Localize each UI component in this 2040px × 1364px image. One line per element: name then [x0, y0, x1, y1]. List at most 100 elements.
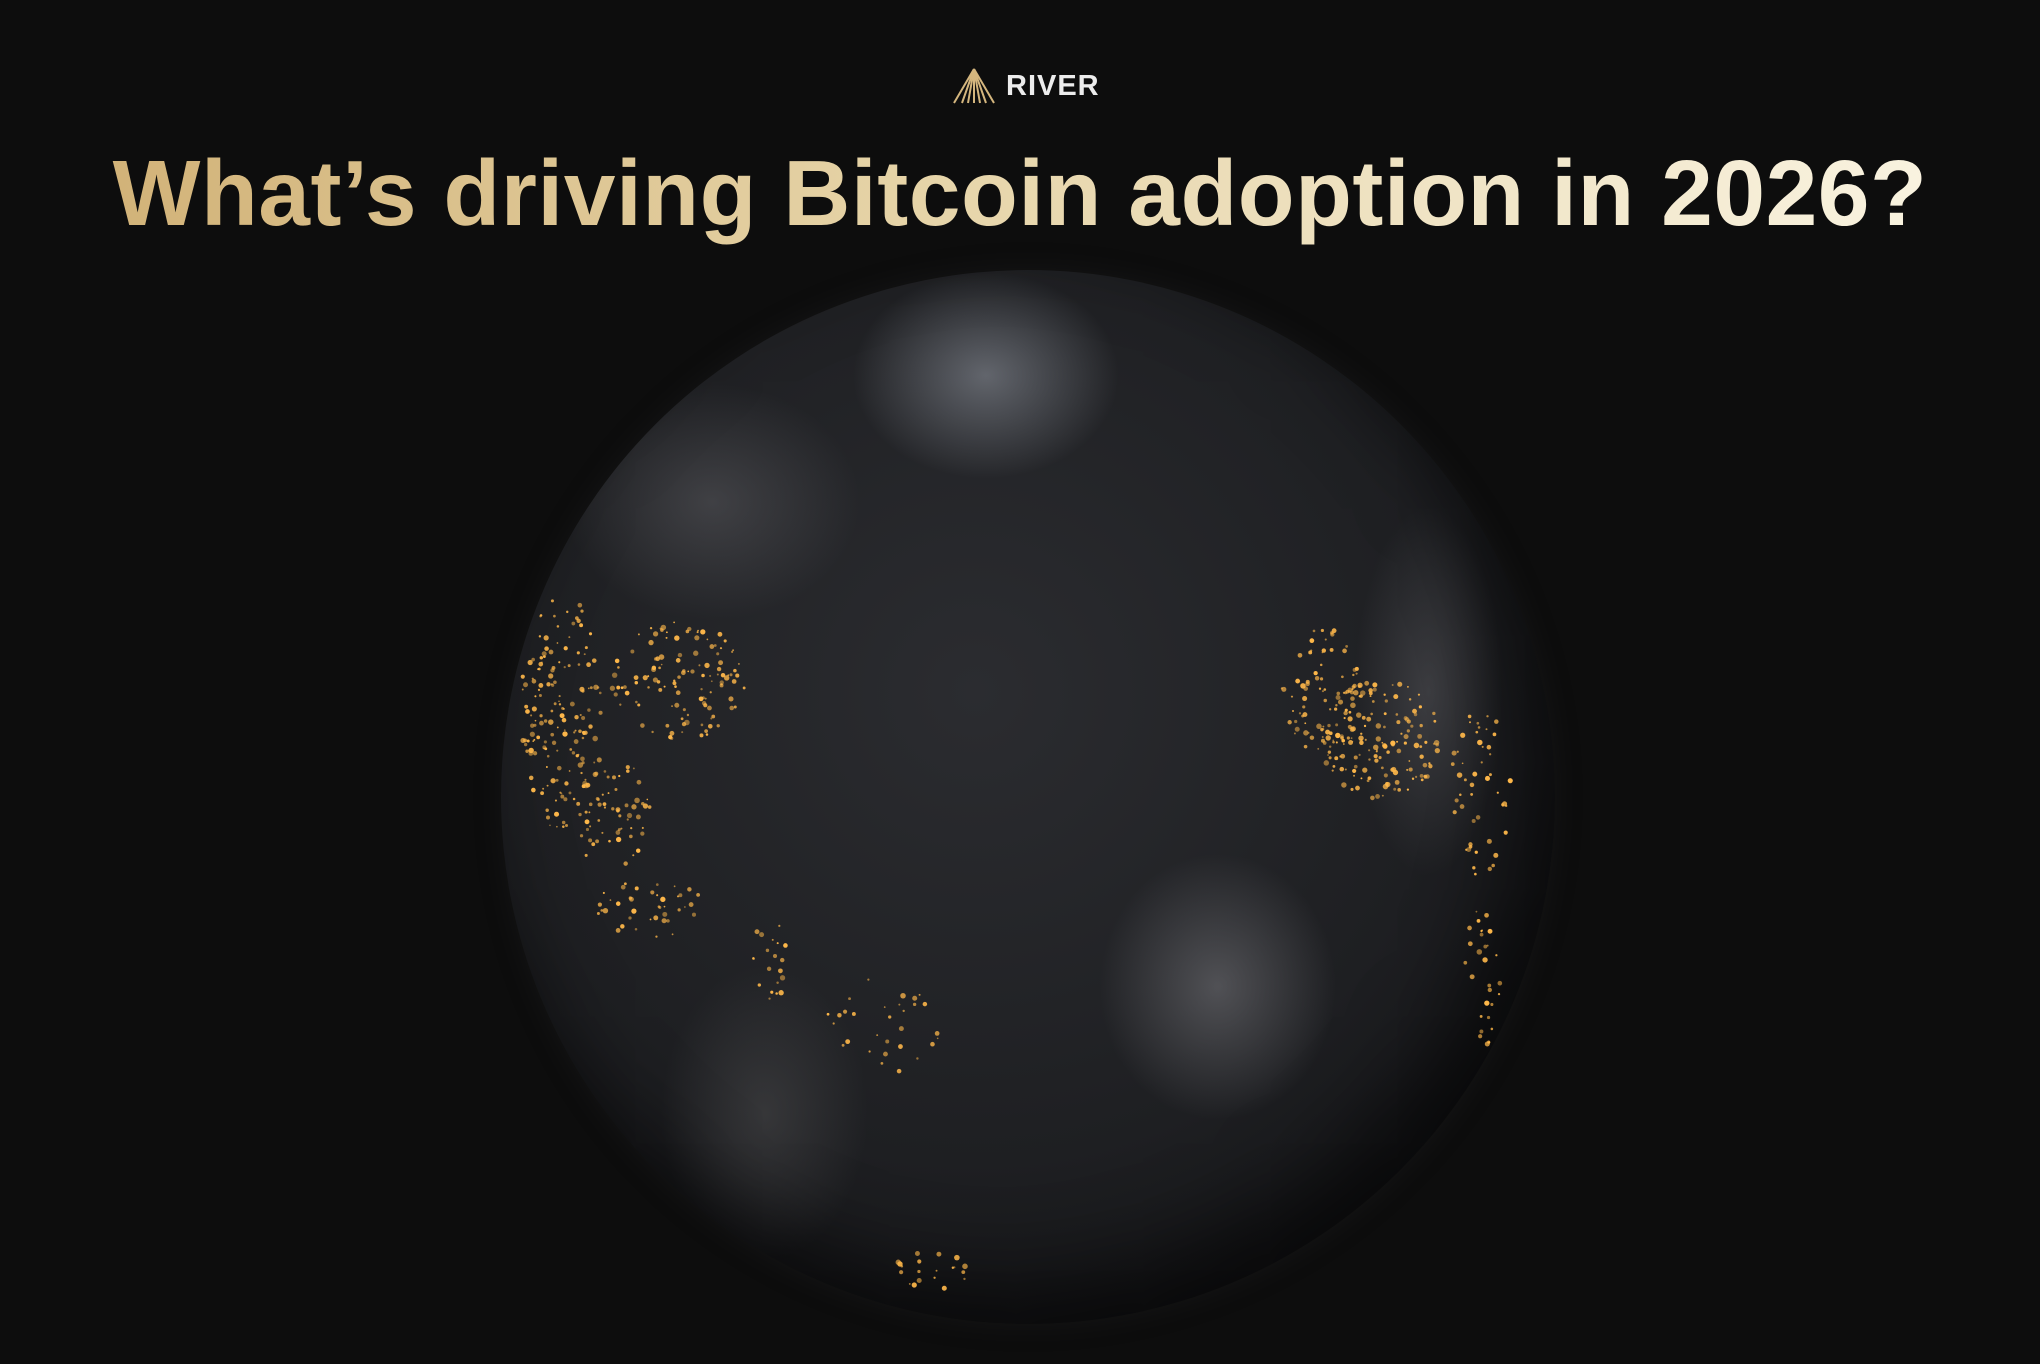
city-light-dot [618, 814, 622, 818]
city-light-dot [1294, 732, 1296, 735]
city-light-dot [1476, 949, 1483, 955]
city-light-dot [603, 806, 607, 809]
city-light-dot [867, 978, 870, 981]
city-light-dot [686, 713, 690, 717]
brand-name: RIVER [1006, 69, 1100, 102]
city-light-dot [534, 695, 537, 698]
city-light-dot [1339, 766, 1345, 772]
city-light-dot [647, 805, 652, 809]
city-light-dot [1360, 690, 1366, 696]
city-light-dot [607, 792, 610, 795]
city-light-dot [951, 1266, 955, 1269]
city-light-dot [1347, 687, 1353, 693]
city-light-dot [597, 802, 602, 807]
city-light-dot [525, 709, 530, 714]
city-light-dot [723, 639, 727, 643]
city-light-dot [556, 642, 559, 644]
city-light-dot [1493, 852, 1499, 858]
city-light-dot [684, 719, 690, 726]
city-light-dot [1312, 629, 1316, 633]
city-light-dot [696, 631, 699, 634]
city-light-dot [1496, 791, 1499, 794]
city-light-dot [651, 730, 654, 734]
city-light-dot [635, 700, 638, 704]
city-light-dot [551, 740, 557, 745]
city-light-dot [561, 820, 566, 825]
city-light-dot [562, 731, 568, 737]
city-light-dot [1452, 810, 1457, 815]
city-light-dot [723, 675, 730, 681]
city-light-dot [1476, 721, 1480, 725]
city-light-dot [1328, 745, 1332, 748]
city-light-dot [571, 751, 576, 755]
city-light-dot [1346, 736, 1350, 740]
city-light-dot [1422, 762, 1428, 768]
city-light-dot [1364, 680, 1370, 686]
city-light-dot [539, 656, 544, 660]
river-logo[interactable]: RIVER [952, 66, 1100, 106]
city-light-dot [680, 717, 684, 721]
city-light-dot [880, 1061, 884, 1065]
city-light-dot [646, 798, 649, 801]
city-light-dot [588, 802, 593, 807]
city-light-dot [711, 714, 716, 719]
city-light-dot [1332, 739, 1335, 742]
city-light-dot [596, 686, 600, 689]
city-light-dot [709, 674, 712, 678]
city-light-dot [1383, 773, 1388, 778]
city-light-dot [1370, 795, 1375, 801]
city-light-dot [545, 766, 548, 768]
city-light-dot [556, 726, 559, 729]
city-light-dot [568, 770, 571, 772]
city-light-dot [1353, 690, 1359, 696]
city-light-dot [1492, 732, 1497, 737]
city-light-dot [1419, 745, 1423, 749]
city-light-dot [636, 779, 642, 785]
city-light-dot [868, 1050, 871, 1053]
city-light-dot [537, 668, 540, 671]
city-light-dot [1477, 726, 1481, 729]
city-light-dot [1316, 723, 1322, 730]
city-light-dot [553, 680, 557, 685]
city-light-dot [635, 814, 641, 820]
city-light-dot [776, 942, 779, 945]
city-light-dot [1300, 683, 1306, 689]
city-light-dot [1486, 944, 1489, 947]
city-light-dot [558, 703, 562, 706]
city-light-dot [655, 935, 658, 938]
city-light-dot [705, 733, 709, 736]
city-light-dot [658, 687, 663, 692]
city-light-dot [1335, 694, 1341, 700]
city-lights [520, 599, 1513, 1291]
earth-globe-image [501, 270, 1555, 1324]
city-light-dot [584, 853, 588, 857]
city-light-dot [588, 838, 593, 843]
city-light-dot [611, 672, 618, 678]
city-light-dot [917, 1259, 922, 1264]
city-light-dot [584, 810, 588, 814]
city-light-dot [655, 656, 660, 662]
city-light-dot [1428, 762, 1431, 765]
city-light-dot [700, 687, 703, 691]
city-light-dot [1355, 672, 1358, 675]
city-light-dot [1320, 628, 1324, 633]
city-light-dot [1302, 712, 1308, 718]
city-light-dot [543, 635, 549, 641]
city-light-dot [687, 670, 690, 673]
city-light-dot [631, 804, 637, 810]
city-light-dot [888, 1015, 892, 1019]
city-light-dot [609, 685, 616, 691]
city-light-dot [1454, 798, 1459, 803]
city-light-dot [1469, 721, 1471, 724]
city-light-dot [1366, 716, 1372, 722]
city-light-dot [1341, 675, 1344, 679]
city-light-dot [1375, 723, 1382, 729]
city-light-dot [540, 661, 543, 664]
city-light-dot [1461, 762, 1464, 765]
city-light-dot [542, 745, 547, 750]
city-light-dot [1319, 663, 1323, 667]
city-light-dot [1340, 753, 1346, 759]
city-light-dot [1334, 707, 1338, 711]
city-light-dot [1488, 1041, 1491, 1044]
city-light-dot [1434, 748, 1440, 754]
